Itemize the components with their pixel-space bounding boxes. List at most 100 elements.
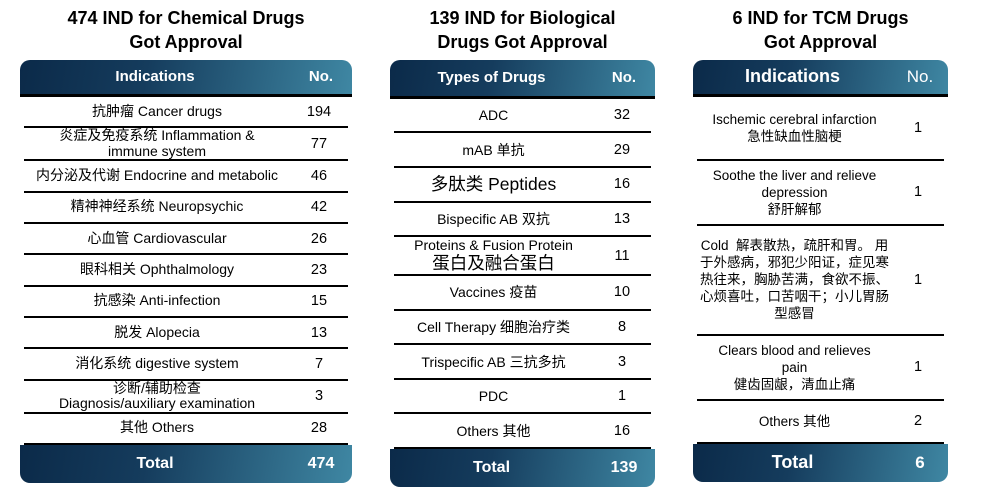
table-row: ADC 32: [394, 99, 651, 134]
row-label-line: depression: [761, 184, 828, 200]
table-title-tcm: 6 IND for TCM Drugs Got Approval: [732, 8, 909, 52]
row-label-line: Cell Therapy 细胞治疗类: [416, 318, 570, 335]
table-row: Ischemic cerebral infarction 急性缺血性脑梗 1: [697, 97, 944, 161]
table-row: 诊断/辅助检查 Diagnosis/auxiliary examination 3: [24, 379, 348, 414]
row-value: 8: [617, 318, 627, 335]
row-value: 26: [310, 230, 328, 247]
table-row: Bispecific AB 双抗 13: [394, 203, 651, 238]
row-label: Others 其他: [394, 423, 593, 439]
table-body: Ischemic cerebral infarction 急性缺血性脑梗 1 Soot…: [693, 97, 948, 444]
row-label-line: Trispecific AB 三抗多抗: [421, 353, 566, 370]
row-value: 46: [310, 167, 328, 184]
row-label-line: 蛋白及融合蛋白: [432, 253, 555, 274]
row-value: 1: [913, 271, 923, 288]
table-row: 眼科相关 Ophthalmology 23: [24, 255, 348, 287]
row-label-line: Others 其他: [456, 422, 531, 439]
row-label-line: Proteins & Fusion Protein: [414, 237, 573, 254]
table-row: PDC 1: [394, 380, 651, 415]
section-biological-drugs: 139 IND for Biological Drugs Got Approva…: [390, 0, 655, 487]
row-label-line: 多肽类 Peptides: [430, 173, 557, 194]
table-row: Others 其他 2: [697, 401, 944, 444]
row-label: Cell Therapy 细胞治疗类: [394, 319, 593, 335]
row-label-line: mAB 单抗: [462, 141, 525, 158]
row-label: Ischemic cerebral infarction 急性缺血性脑梗: [697, 111, 892, 145]
total-value: 139: [610, 458, 638, 476]
total-value: 474: [307, 454, 335, 472]
row-value: 1: [913, 184, 923, 201]
row-label: Vaccines 疫苗: [394, 284, 593, 300]
row-label: 抗肿瘤 Cancer drugs: [24, 103, 290, 120]
row-label: 炎症及免疫系统 Inflammation & immune system: [24, 128, 290, 159]
row-value: 11: [614, 247, 630, 264]
column-header-indications: Indications: [115, 68, 195, 86]
total-label: Total: [771, 452, 814, 473]
row-label-line: 脱发 Alopecia: [114, 323, 200, 340]
row-label-line: Bispecific AB 双抗: [437, 210, 550, 227]
row-label-line: Clears blood and relieves: [718, 342, 871, 358]
table-row: 心血管 Cardiovascular 26: [24, 224, 348, 256]
table-row: 精神神经系统 Neuropsychic 42: [24, 193, 348, 224]
row-label-line: 急性缺血性脑梗: [747, 128, 842, 144]
row-label: 眼科相关 Ophthalmology: [24, 262, 290, 278]
row-value: 16: [613, 422, 631, 439]
table-row: Clears blood and relieves pain 健齿固龈，清血止痛 1: [697, 336, 944, 401]
table-row: 脱发 Alopecia 13: [24, 318, 348, 350]
row-value: 2: [913, 413, 923, 430]
row-label-line: immune system: [107, 142, 207, 159]
row-label-line: 内分泌及代谢 Endocrine and metabolic: [36, 167, 278, 184]
table-row: 内分泌及代谢 Endocrine and metabolic 46: [24, 161, 348, 193]
column-header-no: No.: [308, 68, 334, 86]
row-label: 抗感染 Anti-infection: [24, 293, 290, 309]
total-label: Total: [136, 454, 174, 472]
column-header-no: No.: [611, 69, 637, 87]
section-tcm-drugs: 6 IND for TCM Drugs Got Approval Indicat…: [693, 0, 948, 482]
row-value: 7: [314, 355, 324, 372]
row-value: 77: [310, 135, 328, 152]
row-label-line: ADC: [478, 107, 509, 124]
row-value: 42: [310, 199, 328, 216]
section-chemical-drugs: 474 IND for Chemical Drugs Got Approval …: [20, 0, 352, 483]
column-header-no: No.: [906, 66, 934, 86]
table-row: 抗肿瘤 Cancer drugs 194: [24, 97, 348, 129]
row-label: Others 其他: [697, 413, 892, 430]
column-header-types-of-drugs: Types of Drugs: [437, 69, 546, 87]
row-value: 29: [613, 141, 631, 158]
total-label: Total: [472, 458, 511, 476]
row-label: 诊断/辅助检查 Diagnosis/auxiliary examination: [24, 379, 290, 412]
row-label-line: 其他 Others: [120, 419, 194, 436]
total-value: 6: [915, 452, 925, 472]
row-label-line: Ischemic cerebral infarction: [712, 111, 877, 127]
table-title-chemical: 474 IND for Chemical Drugs Got Approval: [67, 8, 305, 52]
row-label-line: 热往来，胸胁苦满，食欲不振、: [700, 272, 889, 288]
row-label: Trispecific AB 三抗多抗: [394, 354, 593, 370]
table-tcm-drugs: Indications No. Ischemic cerebral infarc…: [693, 59, 948, 482]
row-value: 23: [310, 261, 328, 278]
row-label: 消化系统 digestive system: [24, 356, 290, 372]
table-row: Cold 解表散热，疏肝和胃。 用于外感病，邪犯少阳证，症见寒 热往来，胸胁苦满，…: [697, 226, 944, 336]
table-row: 消化系统 digestive system 7: [24, 349, 348, 381]
row-label: 内分泌及代谢 Endocrine and metabolic: [24, 168, 290, 184]
row-label-line: PDC: [478, 388, 509, 405]
row-label-line: Soothe the liver and relieve: [712, 167, 877, 183]
table-row: 其他 Others 28: [24, 414, 348, 445]
row-label: Soothe the liver and relieve depression 舒肝…: [697, 167, 892, 218]
table-biological-drugs: Types of Drugs No. ADC 32 mAB 单抗 29 多肽类 Pept…: [390, 59, 655, 487]
row-value: 3: [617, 353, 627, 370]
table-chemical-drugs: Indications No. 抗肿瘤 Cancer drugs 194 炎症及免疫…: [20, 59, 352, 483]
row-value: 1: [913, 119, 923, 136]
table-total-row: Total 6: [693, 443, 948, 482]
row-value: 3: [314, 388, 324, 404]
table-total-row: Total 139: [390, 448, 655, 487]
row-label-line: 炎症及免疫系统 Inflammation &: [59, 127, 255, 144]
table-row: Cell Therapy 细胞治疗类 8: [394, 311, 651, 346]
table-header-row: Indications No.: [20, 59, 352, 97]
row-label-line: 型感冒: [774, 306, 815, 322]
table-row: 抗感染 Anti-infection 15: [24, 287, 348, 318]
row-label-line: pain: [781, 359, 808, 375]
row-label-line: 诊断/辅助检查: [113, 379, 201, 396]
row-label-line: Others 其他: [758, 413, 831, 429]
row-value: 32: [613, 107, 631, 124]
row-label: Cold 解表散热，疏肝和胃。 用于外感病，邪犯少阳证，症见寒 热往来，胸胁苦满，…: [697, 237, 892, 322]
row-value: 13: [310, 324, 328, 341]
row-label-line: 消化系统 digestive system: [75, 355, 239, 372]
